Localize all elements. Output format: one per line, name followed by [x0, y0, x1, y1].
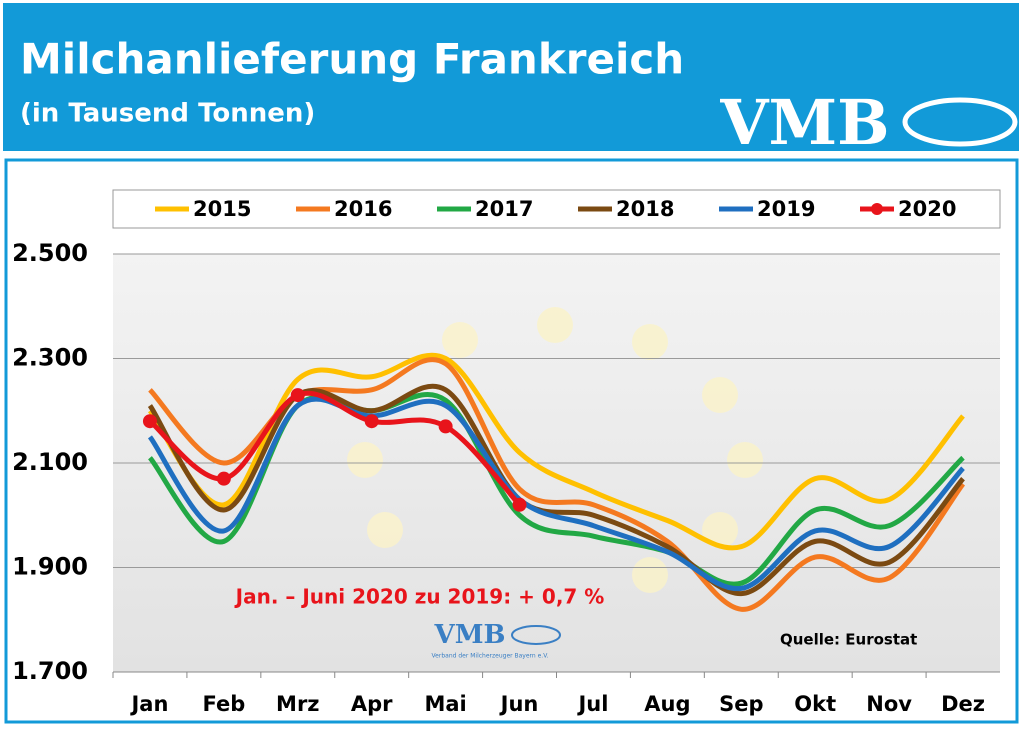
x-tick-label: Dez — [941, 692, 985, 716]
annotation: Jan. – Juni 2020 zu 2019: + 0,7 % — [234, 585, 605, 609]
header-logo: VMB — [719, 86, 889, 159]
logo-swirl — [902, 97, 1018, 147]
legend-label: 2020 — [898, 197, 956, 221]
point-marker — [142, 414, 157, 429]
x-tick-label: Aug — [644, 692, 690, 716]
x-tick-label: Nov — [866, 692, 912, 716]
y-tick-label: 1.900 — [12, 553, 88, 581]
series-line — [147, 396, 965, 592]
x-tick-label: Mai — [424, 692, 466, 716]
x-tick-label: Jul — [576, 692, 608, 716]
stars — [347, 307, 763, 593]
header-band — [1, 1, 1021, 153]
legend-label: 2019 — [757, 197, 815, 221]
watermark-swirl — [511, 625, 561, 645]
x-tick-label: Mrz — [276, 692, 319, 716]
point-marker — [216, 471, 231, 486]
series-line — [148, 390, 522, 507]
watermark-subtext: Verband der Milcherzeuger Bayern e.V. — [432, 653, 549, 660]
legend-box — [112, 189, 1001, 229]
legend-label: 2015 — [193, 197, 251, 221]
legend-label: 2018 — [616, 197, 674, 221]
x-tick-label: Feb — [202, 692, 245, 716]
x-tick-label: Sep — [719, 692, 763, 716]
x-tick-label: Jan — [129, 692, 168, 716]
source: Quelle: Eurostat — [780, 631, 917, 649]
y-tick-label: 2.500 — [12, 239, 88, 267]
x-tick-label: Jun — [499, 692, 539, 716]
y-tick-label: 2.100 — [12, 448, 88, 476]
point-marker — [438, 419, 453, 434]
legend-label: 2017 — [475, 197, 533, 221]
title: Milchanlieferung Frankreich — [20, 35, 684, 84]
y-tick-label: 2.300 — [12, 344, 88, 372]
legend-label: 2016 — [334, 197, 392, 221]
y-tick-label: 1.700 — [12, 657, 88, 685]
point-marker — [364, 414, 379, 429]
x-tick-label: Apr — [351, 692, 393, 716]
subtitle: (in Tausend Tonnen) — [20, 99, 315, 129]
point-marker — [512, 497, 527, 512]
point-marker — [290, 388, 305, 403]
x-tick-label: Okt — [794, 692, 836, 716]
watermark-logo: VMB — [434, 620, 506, 650]
legend-marker — [871, 203, 883, 215]
